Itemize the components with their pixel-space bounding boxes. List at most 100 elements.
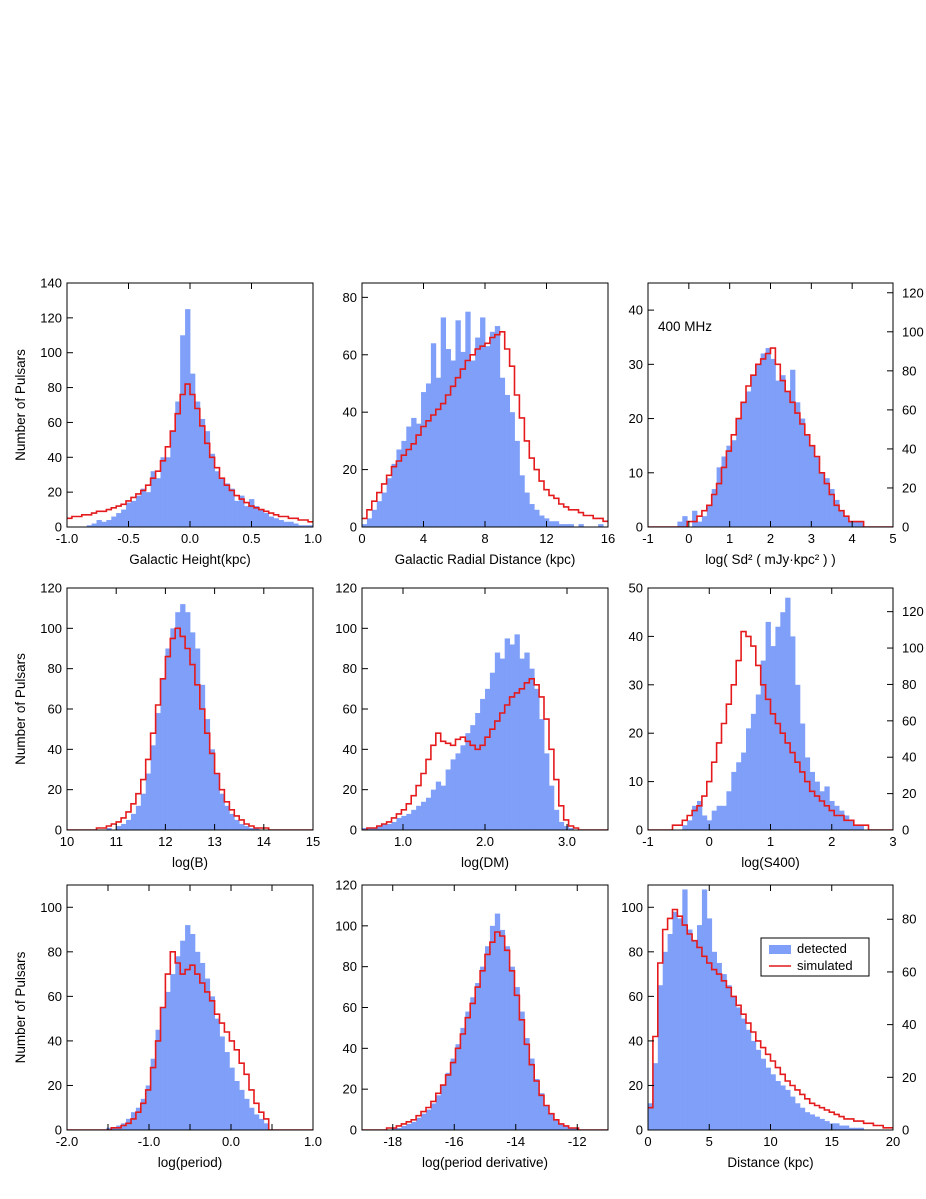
detected-bar	[726, 791, 732, 830]
detected-bar	[96, 520, 102, 527]
detected-bar	[809, 771, 815, 830]
detected-bar	[475, 713, 481, 830]
detected-bar	[411, 417, 417, 527]
detected-bar	[234, 1081, 240, 1130]
detected-bar	[465, 733, 471, 830]
detected-bar	[190, 934, 196, 1130]
right-y-tick-label: 80	[902, 677, 916, 692]
right-y-tick-label: 60	[902, 713, 916, 728]
y-tick-label: 80	[343, 290, 357, 305]
y-tick-label: 30	[629, 357, 643, 372]
detected-bar	[371, 509, 378, 527]
x-tick-label: 13	[207, 834, 221, 849]
detected-bar	[848, 1127, 855, 1130]
detected-bar	[101, 521, 107, 527]
detected-bar	[204, 978, 211, 1130]
detected-bar	[741, 1018, 747, 1130]
legend-detected-label: detected	[797, 941, 847, 956]
detected-bar	[534, 1078, 540, 1130]
detected-bar	[598, 524, 604, 527]
detected-bar	[391, 1127, 397, 1130]
detected-bar	[489, 672, 496, 830]
detected-bar	[499, 929, 506, 1130]
detected-bar	[160, 1007, 166, 1130]
detected-bar	[160, 678, 166, 830]
y-tick-label: 40	[629, 303, 643, 318]
detected-bar	[499, 377, 506, 527]
y-tick-label: 0	[350, 1123, 357, 1138]
detected-bar	[853, 825, 860, 830]
detected-bar	[411, 809, 417, 830]
detected-bar	[558, 821, 565, 830]
y-tick-label: 80	[343, 661, 357, 676]
y-tick-label: 0	[350, 823, 357, 838]
y-axis-title: Number of Pulsars	[13, 653, 28, 765]
detected-bar	[244, 825, 250, 830]
legend-box	[760, 937, 870, 977]
detected-bar	[445, 1072, 451, 1130]
detected-bar	[814, 1116, 820, 1130]
detected-bar	[386, 823, 392, 830]
detected-bar	[814, 781, 820, 830]
detected-bar	[553, 521, 560, 527]
detected-bar	[858, 1127, 864, 1130]
detected-bar	[785, 1089, 791, 1130]
detected-bar	[509, 644, 515, 830]
detected-bar	[435, 377, 442, 527]
y-tick-label: 80	[629, 944, 643, 959]
detected-bar	[760, 1058, 766, 1130]
detected-bar	[548, 1113, 555, 1130]
detected-bar	[465, 1011, 471, 1130]
right-y-tick-label: 100	[902, 324, 924, 339]
detected-bar	[504, 638, 510, 830]
detected-bar	[406, 426, 412, 527]
detected-bar	[475, 337, 481, 527]
detected-bar	[190, 632, 196, 830]
detected-bar	[455, 753, 461, 830]
detected-bar	[726, 985, 732, 1130]
detected-bar	[224, 483, 230, 527]
detected-bar	[86, 525, 92, 527]
y-tick-label: 140	[40, 276, 62, 291]
detected-bar	[701, 889, 708, 1130]
detected-bar	[145, 773, 152, 830]
detected-bar	[514, 634, 520, 830]
detected-bar	[111, 516, 117, 527]
detected-bar	[303, 525, 309, 527]
detected-bar	[391, 463, 397, 527]
plot-area	[648, 597, 893, 830]
detected-bar	[111, 1127, 117, 1130]
detected-bar	[130, 813, 137, 830]
right-y-tick-label: 80	[902, 363, 916, 378]
x-tick-label: 0	[644, 1134, 651, 1149]
detected-bar	[229, 488, 235, 527]
right-y-tick-label: 60	[902, 402, 916, 417]
detected-bar	[539, 719, 545, 830]
x-tick-label: -14	[506, 1134, 525, 1149]
detected-bar	[731, 771, 737, 830]
detected-bar	[799, 723, 806, 830]
x-tick-label: -1	[642, 531, 654, 546]
detected-bar	[249, 499, 255, 527]
detected-bar	[376, 501, 383, 527]
detected-bar	[534, 509, 540, 527]
detected-bar	[263, 513, 270, 527]
plot-area	[67, 309, 313, 527]
x-axis-title: log(period derivative)	[422, 1155, 548, 1170]
detected-bar	[716, 467, 722, 527]
y-tick-label: 40	[343, 1041, 357, 1056]
detected-bar	[780, 612, 786, 830]
detected-bar	[465, 311, 471, 527]
detected-bar	[371, 827, 378, 830]
detected-bar	[746, 1029, 752, 1130]
detected-bar	[480, 698, 486, 830]
x-tick-label: -16	[445, 1134, 464, 1149]
detected-bar	[726, 445, 732, 527]
x-tick-label: 1.0	[304, 531, 322, 546]
detected-bar	[106, 520, 112, 527]
y-tick-label: 60	[343, 1000, 357, 1015]
detected-bar	[795, 684, 801, 830]
detected-bar	[844, 1125, 850, 1130]
right-y-tick-label: 20	[902, 1070, 916, 1085]
detected-bar	[421, 392, 427, 527]
